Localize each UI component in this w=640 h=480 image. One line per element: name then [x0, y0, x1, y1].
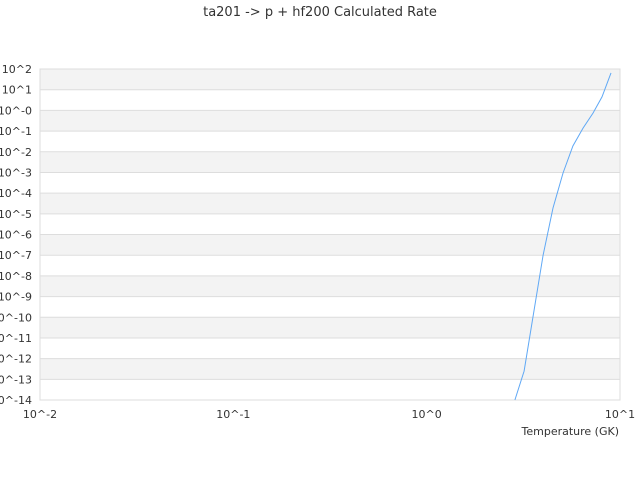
y-tick-label: 10^-0 — [0, 104, 32, 117]
y-tick-label: 10^-14 — [0, 394, 32, 407]
y-tick-label: 10^-6 — [0, 229, 32, 242]
x-tick-label: 10^-1 — [216, 408, 250, 421]
grid-band — [40, 317, 620, 338]
chart-title: ta201 -> p + hf200 Calculated Rate — [203, 5, 437, 20]
grid-band — [40, 110, 620, 132]
x-tick-label: 10^0 — [412, 408, 442, 421]
grid-band — [40, 151, 620, 173]
series-line — [514, 72, 612, 401]
y-tick-label: 10^-9 — [0, 291, 32, 304]
y-tick-label: 10^-1 — [0, 125, 32, 138]
plot-frame — [39, 68, 621, 401]
y-tick-label: 10^-4 — [0, 187, 32, 200]
y-tick-label: 10^-13 — [0, 373, 32, 386]
y-tick-label: 10^-12 — [0, 353, 32, 366]
grid-band — [40, 275, 620, 297]
x-tick-label: 10^1 — [605, 408, 635, 421]
grid-band — [40, 193, 620, 214]
y-tick-label: 10^-8 — [0, 270, 32, 283]
y-tick-label: 10^-11 — [0, 332, 32, 345]
y-tick-label: 10^-2 — [0, 146, 32, 159]
y-tick-label: 10^1 — [2, 84, 32, 97]
grid-band — [40, 234, 620, 256]
y-tick-label: 10^-3 — [0, 166, 32, 179]
grid-band — [40, 69, 620, 90]
y-tick-label: 10^-7 — [0, 249, 32, 262]
y-tick-label: 10^-10 — [0, 311, 32, 324]
grid-band — [40, 358, 620, 380]
y-tick-label: 10^-5 — [0, 208, 32, 221]
x-axis-label: Temperature (GK) — [521, 425, 620, 438]
x-tick-label: 10^-2 — [23, 408, 57, 421]
y-tick-label: 10^2 — [2, 63, 32, 76]
